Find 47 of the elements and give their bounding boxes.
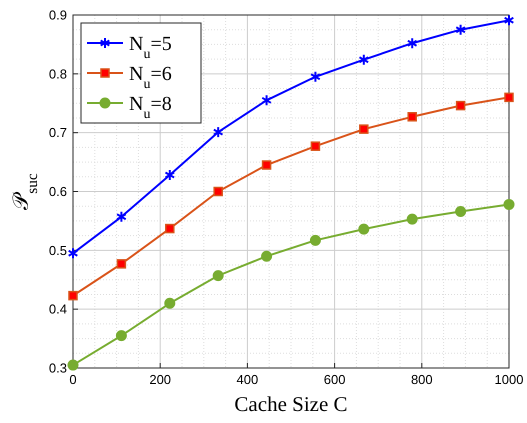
point: [262, 160, 272, 170]
point: [310, 234, 321, 246]
point: [406, 37, 418, 50]
point: [504, 198, 514, 210]
point: [455, 206, 466, 218]
y-tick-label: 0.3: [48, 360, 67, 376]
point: [116, 330, 127, 342]
point: [164, 298, 176, 309]
legend-label: N$_{u}$=6: [129, 63, 172, 92]
x-tick-label: 600: [324, 372, 346, 387]
legend-label: N$_{u}$=5: [129, 33, 172, 62]
x-axis-title: Cache Size C: [234, 392, 348, 416]
point: [310, 141, 320, 151]
y-tick-label: 0.4: [48, 302, 67, 317]
x-tick-label: 0: [69, 372, 77, 387]
point: [68, 247, 78, 260]
point: [116, 259, 126, 269]
y-tick-label: 0.7: [48, 125, 67, 140]
x-tick-label: 200: [149, 372, 172, 387]
point: [406, 214, 418, 225]
point: [358, 224, 370, 235]
point: [455, 24, 466, 36]
point: [310, 70, 321, 83]
point: [504, 14, 514, 26]
y-tick-label: 0.9: [48, 8, 67, 22]
point: [407, 112, 417, 122]
point: [116, 210, 127, 223]
point: [212, 126, 224, 138]
point: [261, 250, 272, 262]
point: [504, 92, 514, 102]
point: [213, 186, 223, 196]
point: [456, 100, 466, 110]
x-tick-label: 400: [236, 372, 258, 387]
x-tick-label: 800: [410, 372, 433, 387]
y-tick-label: 0.5: [48, 242, 67, 258]
y-tick-label: 0.8: [48, 66, 67, 82]
y-tick-label: 0.6: [48, 184, 67, 199]
point: [164, 169, 176, 182]
point: [68, 360, 78, 371]
x-tick-label: 1000: [494, 372, 524, 387]
point: [212, 270, 224, 282]
point: [68, 290, 78, 300]
legend-label: N$_{u}$=8: [129, 93, 172, 122]
point: [358, 54, 370, 66]
point: [359, 124, 369, 134]
point: [261, 94, 272, 106]
point: [165, 224, 175, 234]
